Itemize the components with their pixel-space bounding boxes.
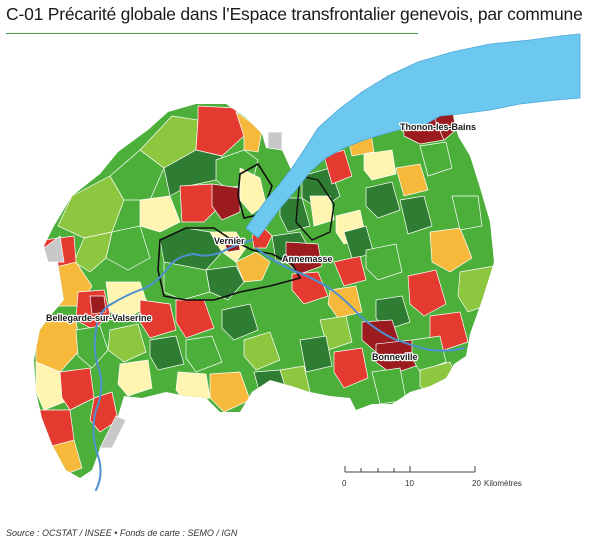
commune <box>429 227 473 273</box>
town-label-bonneville: Bonneville <box>372 352 418 362</box>
town-label-thonon: Thonon-les-Bains <box>400 122 476 132</box>
commune <box>299 335 333 373</box>
commune <box>179 183 221 223</box>
commune <box>419 141 453 177</box>
commune <box>239 167 267 215</box>
scale-unit: Kilomètres <box>484 479 522 488</box>
district-border <box>295 175 335 241</box>
commune <box>185 335 223 373</box>
river-rhone <box>92 239 253 491</box>
scale-label-10: 10 <box>405 479 414 488</box>
commune <box>35 319 81 373</box>
commune <box>291 271 329 305</box>
commune <box>451 195 483 231</box>
commune <box>211 183 241 221</box>
commune <box>117 359 153 397</box>
lake-leman <box>245 33 581 239</box>
commune <box>205 265 245 301</box>
commune <box>407 269 447 317</box>
commune <box>365 181 401 219</box>
scale-label-0: 0 <box>342 479 347 488</box>
river-arve <box>255 247 465 352</box>
commune <box>175 371 211 403</box>
commune <box>89 295 107 315</box>
commune <box>285 241 323 275</box>
source-note: Source : OCSTAT / INSEE • Fonds de carte… <box>6 528 238 538</box>
canton-border <box>157 227 302 301</box>
commune <box>309 195 335 227</box>
commune <box>395 163 429 197</box>
commune <box>209 371 251 413</box>
title-rule <box>6 33 418 34</box>
commune <box>221 235 241 253</box>
commune <box>139 195 181 233</box>
commune <box>365 243 403 281</box>
commune <box>457 265 494 313</box>
outside-area <box>267 131 283 151</box>
town-label-vernier: Vernier <box>214 236 245 246</box>
commune <box>107 323 147 363</box>
commune <box>139 299 177 339</box>
commune <box>333 347 369 389</box>
commune <box>333 255 367 287</box>
commune <box>243 331 281 371</box>
map-title: C-01 Précarité globale dans l’Espace tra… <box>6 4 583 24</box>
scale-bar: 0 10 20 Kilomètres <box>342 466 522 488</box>
commune <box>149 335 185 371</box>
commune <box>35 361 65 411</box>
communes-layer <box>34 100 494 478</box>
commune <box>109 149 165 201</box>
commune <box>89 391 119 433</box>
commune <box>59 367 95 411</box>
outside-area <box>99 415 127 449</box>
scale-label-20: 20 <box>472 479 481 488</box>
town-label-annemasse: Annemasse <box>282 254 333 264</box>
commune <box>163 261 211 301</box>
town-label-bellegarde: Bellegarde-sur-Valserine <box>46 313 152 323</box>
commune <box>375 339 417 375</box>
commune <box>221 303 259 341</box>
commune <box>363 149 397 181</box>
commune <box>399 195 433 235</box>
outside-area <box>43 235 65 263</box>
